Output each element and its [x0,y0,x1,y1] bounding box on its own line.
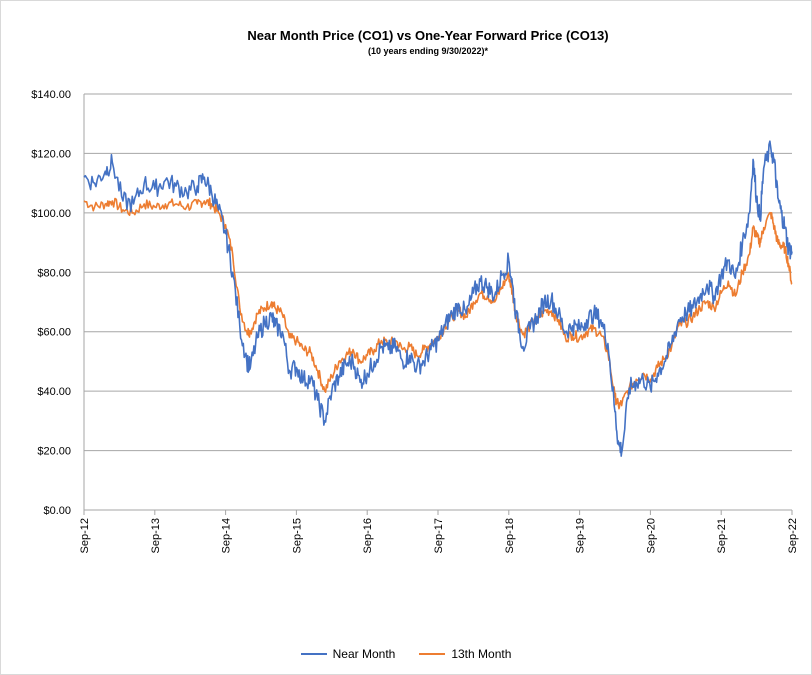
legend-label-near-month: Near Month [332,647,396,661]
legend-label-13th-month: 13th Month [451,647,512,661]
y-tick-label: $140.00 [31,89,71,101]
y-tick-label: $80.00 [37,267,71,279]
x-tick-label: Sep-16 [362,518,374,553]
x-tick-label: Sep-21 [716,518,728,553]
y-tick-label: $20.00 [37,446,71,458]
y-tick-label: $0.00 [43,505,71,517]
legend-swatch-near-month [300,653,327,655]
gridlines [84,93,792,511]
x-tick-label: Sep-20 [645,518,657,553]
x-tick-label: Sep-22 [787,518,799,553]
series-line-13th-month [83,197,793,410]
x-tick-label: Sep-14 [221,518,233,553]
chart-title: Near Month Price (CO1) vs One-Year Forwa… [247,28,609,43]
series-line-near-month [83,140,793,457]
chart-subtitle: (10 years ending 9/30/2022)* [367,46,489,56]
y-tick-label: $60.00 [37,327,71,339]
series-lines [83,140,793,457]
x-tick-label: Sep-12 [79,518,91,553]
x-tick-label: Sep-13 [150,518,162,553]
x-axis: Sep-12 Sep-13 Sep-14 Sep-15 Sep-16 Sep-17 Sep-… [79,510,799,553]
x-tick-label: Sep-18 [504,518,516,553]
legend-item-13th-month: 13th Month [419,647,511,661]
y-axis: $0.00 $20.00 $40.00 $60.00 $80.00 $100.00 $120… [31,89,85,517]
legend-item-near-month: Near Month [300,647,396,661]
y-tick-label: $40.00 [37,386,71,398]
legend-swatch-13th-month [419,653,446,655]
y-tick-label: $120.00 [31,148,71,160]
y-tick-label: $100.00 [31,208,71,220]
x-tick-label: Sep-17 [433,518,445,553]
x-tick-label: Sep-15 [291,518,303,553]
x-tick-label: Sep-19 [575,518,587,553]
legend: Near Month 13th Month [0,647,812,661]
